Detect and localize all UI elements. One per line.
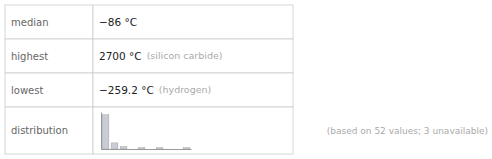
table-cell <box>5 107 93 154</box>
table-cell <box>5 5 93 39</box>
row-label: distribution <box>11 125 68 136</box>
table: median −86 °C highest 2700 °C (silicon carbi… <box>5 5 293 154</box>
x-axis-line <box>102 149 192 150</box>
bar <box>111 143 118 149</box>
table-cell <box>5 39 93 73</box>
bar <box>129 149 136 150</box>
row-label: lowest <box>11 85 43 96</box>
bars <box>102 115 190 149</box>
row-note: (silicon carbide) <box>147 50 223 61</box>
y-axis-line <box>101 113 102 150</box>
bar <box>183 148 190 149</box>
bar <box>174 149 181 150</box>
y-axis <box>101 113 102 150</box>
footer: (based on 52 values; 3 unavailable) <box>327 126 488 136</box>
bar <box>147 149 154 150</box>
table-cell <box>93 107 293 154</box>
row-label: median <box>11 17 49 28</box>
table-cell <box>93 73 293 107</box>
row-value: 2700 °C <box>99 50 142 62</box>
bar <box>165 149 172 150</box>
bar <box>120 147 127 149</box>
bar <box>138 148 145 149</box>
row-note: (hydrogen) <box>159 84 212 95</box>
chart: median −86 °C highest 2700 °C (silicon carbi… <box>0 0 492 159</box>
table-cell <box>93 5 293 39</box>
table-cell <box>93 39 293 73</box>
bar <box>156 148 163 149</box>
table-cell <box>5 73 93 107</box>
x-axis <box>102 149 192 150</box>
row-value: −259.2 °C <box>99 84 154 96</box>
row-label: highest <box>11 51 48 62</box>
bar <box>102 115 109 149</box>
row-value: −86 °C <box>99 16 137 28</box>
histogram <box>102 113 192 150</box>
